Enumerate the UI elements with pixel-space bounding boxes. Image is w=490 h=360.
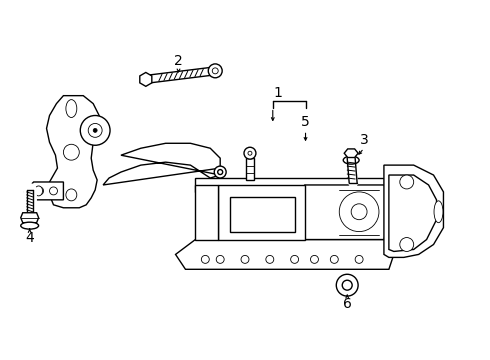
Polygon shape	[21, 213, 39, 223]
Circle shape	[342, 280, 352, 290]
Ellipse shape	[343, 156, 359, 164]
Circle shape	[241, 255, 249, 264]
Text: 2: 2	[174, 54, 183, 68]
Circle shape	[400, 175, 414, 189]
Polygon shape	[196, 185, 218, 239]
Polygon shape	[175, 239, 394, 269]
Circle shape	[216, 255, 224, 264]
Circle shape	[208, 64, 222, 78]
Text: 3: 3	[360, 133, 368, 147]
Polygon shape	[140, 72, 152, 86]
Polygon shape	[246, 158, 254, 180]
Circle shape	[351, 204, 367, 220]
Circle shape	[88, 123, 102, 137]
Circle shape	[214, 166, 226, 178]
Polygon shape	[305, 185, 394, 239]
Polygon shape	[389, 175, 437, 251]
Polygon shape	[196, 178, 384, 192]
Circle shape	[311, 255, 319, 264]
Text: 5: 5	[301, 116, 310, 130]
Circle shape	[218, 170, 222, 175]
Polygon shape	[103, 143, 220, 185]
Ellipse shape	[66, 100, 77, 117]
Circle shape	[336, 274, 358, 296]
Circle shape	[36, 187, 44, 195]
Circle shape	[330, 255, 338, 264]
Text: 6: 6	[343, 297, 352, 311]
Text: 1: 1	[273, 86, 282, 100]
Circle shape	[63, 144, 79, 160]
Polygon shape	[218, 185, 305, 239]
Polygon shape	[47, 96, 99, 208]
Circle shape	[49, 187, 57, 195]
Circle shape	[355, 255, 363, 264]
Circle shape	[201, 255, 209, 264]
Ellipse shape	[434, 201, 443, 223]
Text: 4: 4	[25, 230, 34, 244]
Ellipse shape	[35, 186, 43, 196]
Polygon shape	[344, 149, 358, 158]
Circle shape	[400, 238, 414, 251]
Polygon shape	[384, 165, 443, 257]
Circle shape	[266, 255, 274, 264]
Ellipse shape	[21, 222, 39, 229]
Polygon shape	[24, 182, 63, 200]
Circle shape	[80, 116, 110, 145]
Circle shape	[93, 129, 97, 132]
Ellipse shape	[66, 189, 77, 201]
Circle shape	[291, 255, 298, 264]
Circle shape	[339, 192, 379, 231]
Polygon shape	[230, 197, 294, 231]
Circle shape	[244, 147, 256, 159]
